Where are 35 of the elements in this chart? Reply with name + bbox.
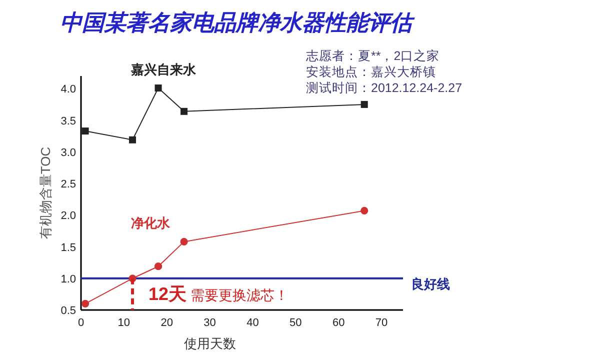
x-tick-label: 20	[160, 317, 173, 329]
x-tick-label: 60	[332, 317, 345, 329]
point	[154, 262, 162, 270]
series-label: 净化水	[131, 216, 172, 231]
point	[180, 108, 188, 115]
x-tick-label: 70	[375, 317, 388, 329]
y-tick-label: 1.0	[60, 273, 76, 286]
y-tick-label: 4.0	[60, 84, 76, 96]
x-tick-label: 10	[118, 317, 130, 329]
y-tick-label: 2.5	[60, 178, 76, 191]
annotation: 安装地点：嘉兴大桥镇	[306, 64, 436, 79]
x-axis-title: 使用天数	[184, 336, 236, 351]
point	[360, 206, 368, 215]
y-axis-title: 有机物含量TOC	[38, 146, 53, 240]
annotation: 12天 需要更换滤芯！	[148, 284, 289, 304]
series-label: 嘉兴自来水	[131, 62, 198, 78]
text: 志愿者：夏**，2口之家	[306, 48, 440, 63]
annotation: 测试时间：2012.12.24-2.27	[306, 81, 462, 95]
point	[154, 84, 162, 92]
y-tick-label: 2.0	[60, 210, 76, 222]
point	[82, 128, 89, 135]
y-tick-label: 3.5	[60, 115, 76, 128]
y-tick-label: 3.0	[60, 146, 76, 159]
x-tick-label: 30	[204, 317, 216, 329]
x-tick-label: 0	[78, 317, 84, 329]
point	[129, 136, 136, 144]
point	[180, 238, 188, 246]
x-tick-label: 50	[290, 317, 302, 329]
chart-title: 中国某著名家电品牌净水器性能评估	[60, 10, 415, 35]
x-tick-label: 40	[246, 317, 259, 329]
y-tick-label: 1.5	[60, 242, 76, 254]
ref-line-label: 良好线	[411, 276, 450, 292]
point	[81, 300, 90, 308]
y-tick-label: 0.5	[60, 305, 76, 317]
point	[360, 100, 368, 108]
